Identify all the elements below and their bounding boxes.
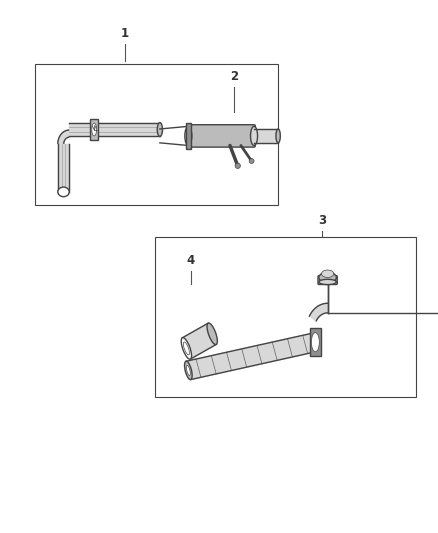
Text: 4: 4 (187, 254, 194, 266)
Ellipse shape (249, 159, 254, 164)
Ellipse shape (235, 163, 240, 168)
Polygon shape (309, 303, 328, 321)
Ellipse shape (276, 129, 280, 143)
Polygon shape (182, 323, 216, 359)
Text: 1: 1 (121, 27, 129, 40)
Ellipse shape (319, 272, 336, 282)
Ellipse shape (207, 323, 217, 344)
Polygon shape (58, 130, 69, 144)
Text: 3: 3 (318, 214, 326, 227)
Ellipse shape (157, 123, 162, 136)
Bar (310, 328, 321, 356)
Ellipse shape (319, 279, 336, 285)
Bar (35, 64, 278, 205)
Ellipse shape (184, 361, 192, 379)
Ellipse shape (186, 366, 191, 375)
Bar (186, 123, 191, 149)
Ellipse shape (185, 126, 192, 146)
Ellipse shape (58, 187, 69, 197)
Text: 2: 2 (230, 70, 238, 83)
Ellipse shape (321, 270, 334, 278)
Ellipse shape (184, 342, 189, 355)
Ellipse shape (92, 123, 96, 136)
Bar (155, 237, 416, 397)
FancyBboxPatch shape (318, 276, 337, 285)
FancyBboxPatch shape (187, 125, 255, 147)
Ellipse shape (251, 126, 258, 146)
Ellipse shape (181, 338, 191, 359)
Bar (90, 119, 98, 140)
Ellipse shape (311, 333, 319, 352)
Polygon shape (186, 333, 318, 379)
